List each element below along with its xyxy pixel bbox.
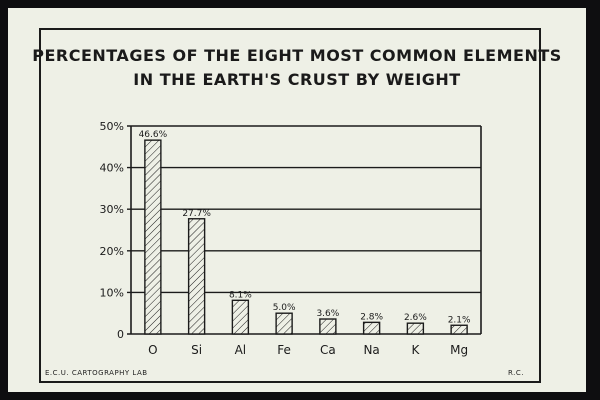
bar-na bbox=[362, 321, 381, 335]
data-label: 46.6% bbox=[139, 130, 168, 140]
y-tick-label: 40% bbox=[100, 162, 124, 175]
chart-title-line-2: IN THE EARTH'S CRUST BY WEIGHT bbox=[133, 70, 461, 89]
data-label: 5.0% bbox=[273, 303, 296, 313]
x-tick-label: Si bbox=[191, 343, 202, 357]
bar-fe bbox=[275, 312, 293, 335]
bar-ca bbox=[319, 318, 337, 335]
x-tick-label: Al bbox=[235, 343, 247, 357]
chart-title-line-1: PERCENTAGES OF THE EIGHT MOST COMMON ELE… bbox=[32, 46, 562, 65]
data-label: 2.1% bbox=[448, 315, 471, 325]
bar-o bbox=[144, 139, 162, 335]
data-label: 3.6% bbox=[316, 309, 339, 319]
x-tick-label: Fe bbox=[277, 343, 291, 357]
data-label: 2.8% bbox=[360, 312, 383, 322]
y-tick-label: 0 bbox=[117, 328, 124, 341]
bar-al bbox=[231, 299, 250, 335]
y-tick-label: 10% bbox=[100, 286, 124, 299]
y-tick-label: 50% bbox=[100, 120, 124, 133]
x-tick-label: K bbox=[411, 343, 420, 357]
slide: PERCENTAGES OF THE EIGHT MOST COMMON ELE… bbox=[8, 8, 586, 392]
y-tick-label: 20% bbox=[100, 245, 124, 258]
author-initials: R.C. bbox=[508, 369, 524, 377]
data-label: 27.7% bbox=[182, 209, 211, 219]
x-tick-label: O bbox=[148, 343, 157, 357]
data-label: 8.1% bbox=[229, 290, 252, 300]
data-label: 2.6% bbox=[404, 313, 427, 323]
bar-k bbox=[406, 322, 425, 335]
x-tick-label: Mg bbox=[450, 343, 468, 357]
x-tick-label: Ca bbox=[320, 343, 336, 357]
bar-chart: 0 10% 20% 30% 40% 50% 46.6% O 27.7% Si 8.1% Al 5.0% F… bbox=[100, 120, 482, 357]
cartography-lab-credit: E.C.U. CARTOGRAPHY LAB bbox=[45, 369, 148, 377]
y-tick-label: 30% bbox=[100, 203, 124, 216]
chart-frame bbox=[39, 28, 541, 383]
x-tick-label: Na bbox=[363, 343, 379, 357]
bar-si bbox=[187, 218, 206, 335]
bar-mg bbox=[450, 324, 468, 335]
